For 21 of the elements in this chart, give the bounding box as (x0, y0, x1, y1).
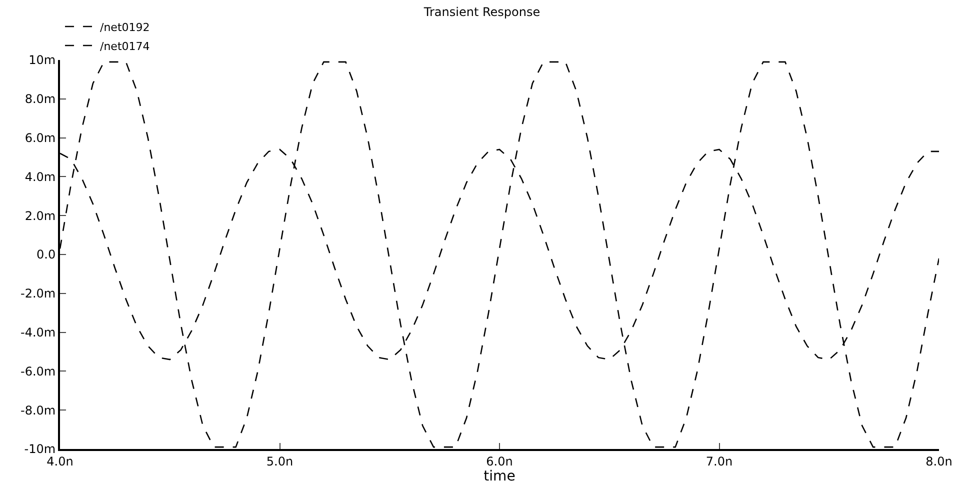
x-tick-label: 4.0n (46, 454, 74, 468)
legend-label: /net0192 (100, 20, 150, 34)
y-tick-label: -8.0m (20, 403, 56, 418)
x-tick-label: 7.0n (706, 454, 733, 468)
x-tick-label: 8.0n (926, 454, 952, 468)
chart-title: Transient Response (422, 4, 540, 19)
y-tick-label: 0.0 (36, 248, 56, 262)
x-axis-title: time (484, 468, 516, 484)
y-tick-label: 8.0m (24, 92, 56, 106)
y-tick-label: 2.0m (24, 208, 56, 223)
x-tick-label: 6.0n (486, 454, 513, 468)
y-tick-label: -6.0m (20, 364, 56, 378)
x-tick-label: 5.0n (266, 454, 294, 468)
y-tick-label: -2.0m (20, 286, 56, 301)
y-tick-label: 4.0m (24, 170, 56, 184)
y-tick-label: -4.0m (20, 326, 56, 340)
y-tick-label: 6.0m (24, 131, 56, 145)
legend-label: /net0174 (100, 40, 150, 53)
y-tick-label: -10m (24, 442, 56, 456)
y-tick-label: 10m (28, 53, 56, 68)
line-series (60, 61, 939, 448)
